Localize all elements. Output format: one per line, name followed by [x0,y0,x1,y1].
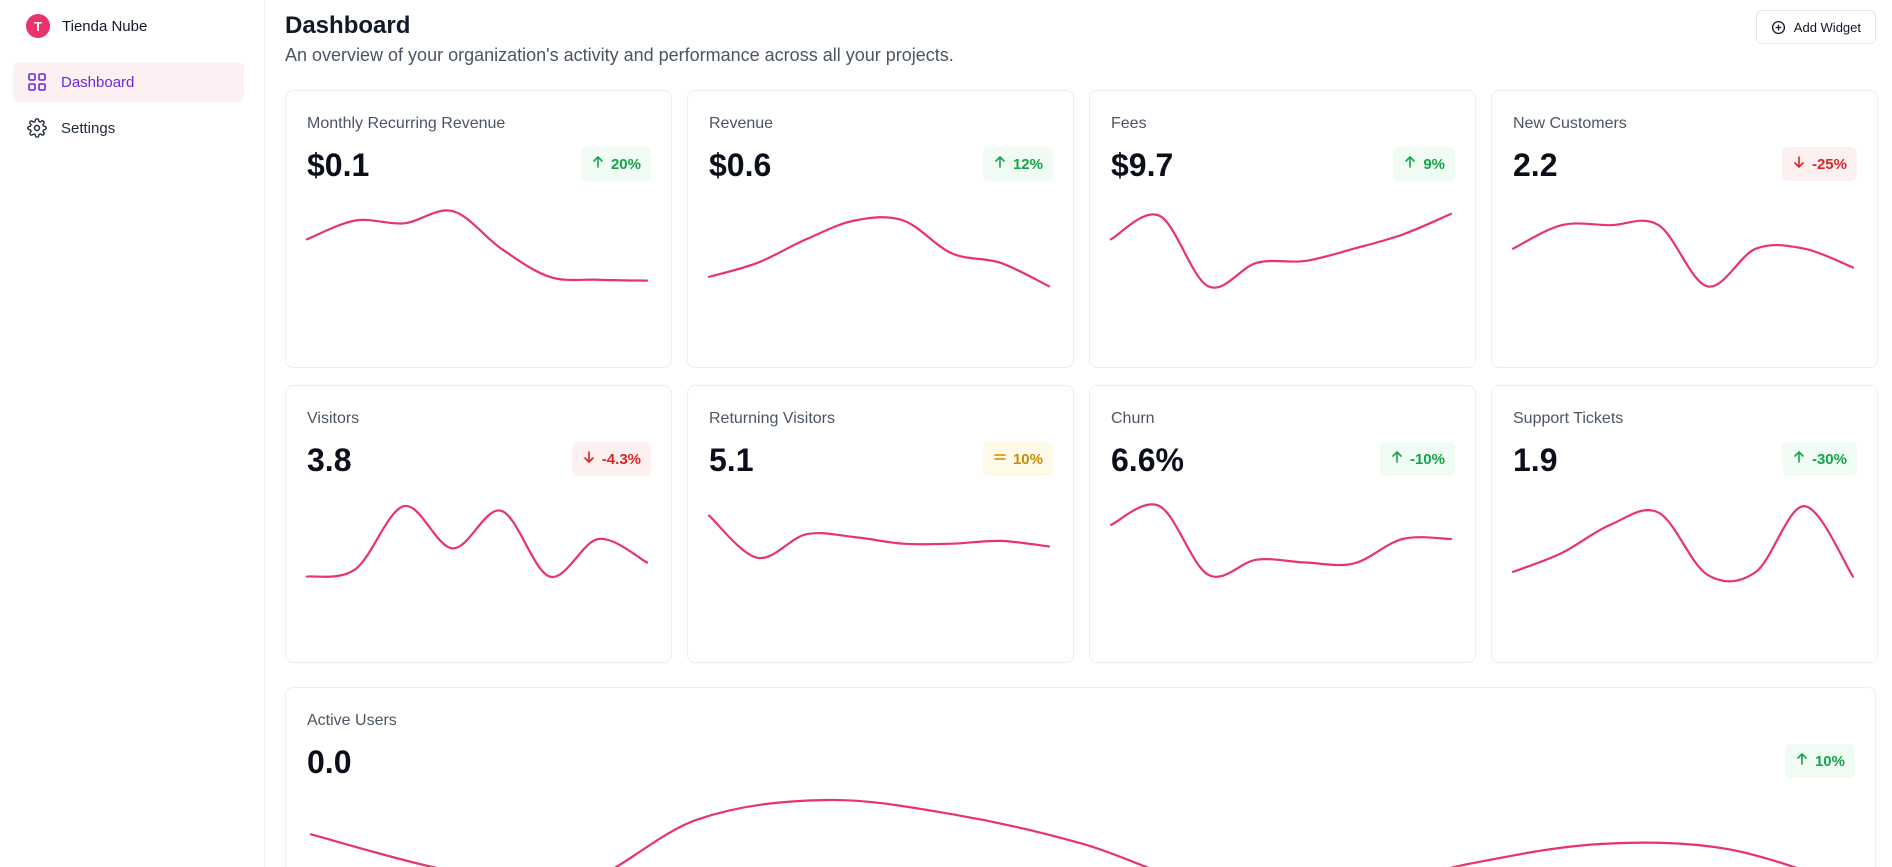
card-value: 2.2 [1513,147,1558,183]
badge-value: 10% [1814,752,1845,770]
page-subtitle: An overview of your organization's activ… [285,45,954,65]
series-line [1109,503,1453,578]
brand-avatar: T [26,14,50,38]
card-title: Churn [1111,410,1155,427]
line-chart: March 24April 24May 24June 24July 24Sept… [1511,504,1855,583]
line-chart: March 24April 24May 24June 24July 24Sept… [1511,219,1855,288]
metric-card: Churn 6.6% -10% March 24April 24May 24Ju… [1089,385,1476,663]
card-value: 5.1 [709,442,754,478]
sidebar-item-label: Dashboard [61,73,135,91]
card-value: 3.8 [307,442,352,478]
card-value: $0.1 [307,147,370,183]
trend-badge: -4.3% [571,442,651,476]
badge-value: 20% [610,155,641,173]
series-line [305,209,649,282]
card-title: Revenue [709,115,774,132]
trend-badge: 20% [580,147,651,181]
line-chart: March 24April 24May 24June 24July 24Sept… [305,209,649,282]
trend-badge: 10% [982,442,1053,476]
metric-card-active-users: Active Users 0.0 10% [285,687,1876,867]
arrow-up-icon [1795,752,1809,770]
metrics-grid: Monthly Recurring Revenue $0.1 20% March… [285,90,1878,663]
arrow-up-icon [993,155,1007,173]
card-value: 6.6% [1111,442,1184,478]
metric-card: Revenue $0.6 12% March 24April 24May 24J… [687,90,1074,368]
line-chart: March 24April 24May 24June 24July 24Sept… [707,514,1051,559]
main-content: Dashboard An overview of your organizati… [265,0,1892,867]
trend-badge: 10% [1784,744,1855,778]
arrow-up-icon [1390,450,1404,468]
card-value: $9.7 [1111,147,1174,183]
sidebar: T Tienda Nube Dashboard Settings [0,0,265,867]
metric-card: New Customers 2.2 -25% March 24April 24M… [1491,90,1878,368]
trend-badge: 9% [1393,147,1455,181]
arrow-down-icon [582,450,596,468]
card-value: 1.9 [1513,442,1558,478]
equals-icon [993,450,1007,468]
line-chart: March 24April 24May 24June 24July 24Sept… [707,216,1051,288]
sidebar-item-label: Settings [61,119,116,137]
series-line [1511,504,1855,583]
card-title: Active Users [307,712,397,729]
plus-circle-icon [1771,20,1785,34]
trend-badge: -10% [1379,442,1455,476]
card-title: Returning Visitors [709,410,835,427]
series-line [1109,212,1453,289]
card-value: 0.0 [307,744,352,780]
badge-value: -25% [1811,155,1847,173]
badge-value: 10% [1012,450,1043,468]
series-line [309,798,1798,867]
metric-card: Monthly Recurring Revenue $0.1 20% March… [285,90,672,368]
add-widget-label: Add Widget [1793,19,1861,35]
line-chart: March 24April 24May 24June 24July 24Sept… [305,504,649,578]
metric-card: Returning Visitors 5.1 10% March 24April… [687,385,1074,663]
line-chart [309,798,1798,867]
metric-card: Fees $9.7 9% March 24April 24May 24June … [1089,90,1476,368]
badge-value: -4.3% [601,450,641,468]
series-line [1511,219,1855,288]
trend-badge: -25% [1781,147,1857,181]
badge-value: -30% [1811,450,1847,468]
arrow-up-icon [591,155,605,173]
arrow-down-icon [1792,155,1806,173]
brand[interactable]: T Tienda Nube [26,14,147,38]
card-title: Support Tickets [1513,410,1624,427]
card-value: $0.6 [709,147,772,183]
trend-badge: 12% [982,147,1053,181]
badge-value: 12% [1012,155,1043,173]
metric-card: Visitors 3.8 -4.3% March 24April 24May 2… [285,385,672,663]
card-title: Fees [1111,115,1147,132]
gear-icon [27,118,47,138]
sidebar-item-dashboard[interactable]: Dashboard [13,62,244,102]
trend-badge: -30% [1781,442,1857,476]
sidebar-item-settings[interactable]: Settings [13,108,244,148]
series-line [305,504,649,578]
line-chart: March 24April 24May 24June 24July 24Sept… [1109,503,1453,578]
series-line [707,216,1051,288]
add-widget-button[interactable]: Add Widget [1755,10,1876,44]
line-chart: March 24April 24May 24June 24July 24Sept… [1109,212,1453,289]
card-title: Visitors [307,410,360,427]
card-title: New Customers [1513,115,1627,132]
arrow-up-icon [1403,155,1417,173]
sidebar-nav: Dashboard Settings [13,62,244,154]
arrow-up-icon [1792,450,1806,468]
badge-value: 9% [1423,155,1445,173]
series-line [707,514,1051,559]
badge-value: -10% [1409,450,1445,468]
brand-name: Tienda Nube [62,17,148,35]
metric-card: Support Tickets 1.9 -30% March 24April 2… [1491,385,1878,663]
grid-icon [28,73,46,91]
card-title: Monthly Recurring Revenue [307,115,506,132]
page-title: Dashboard [285,12,411,39]
